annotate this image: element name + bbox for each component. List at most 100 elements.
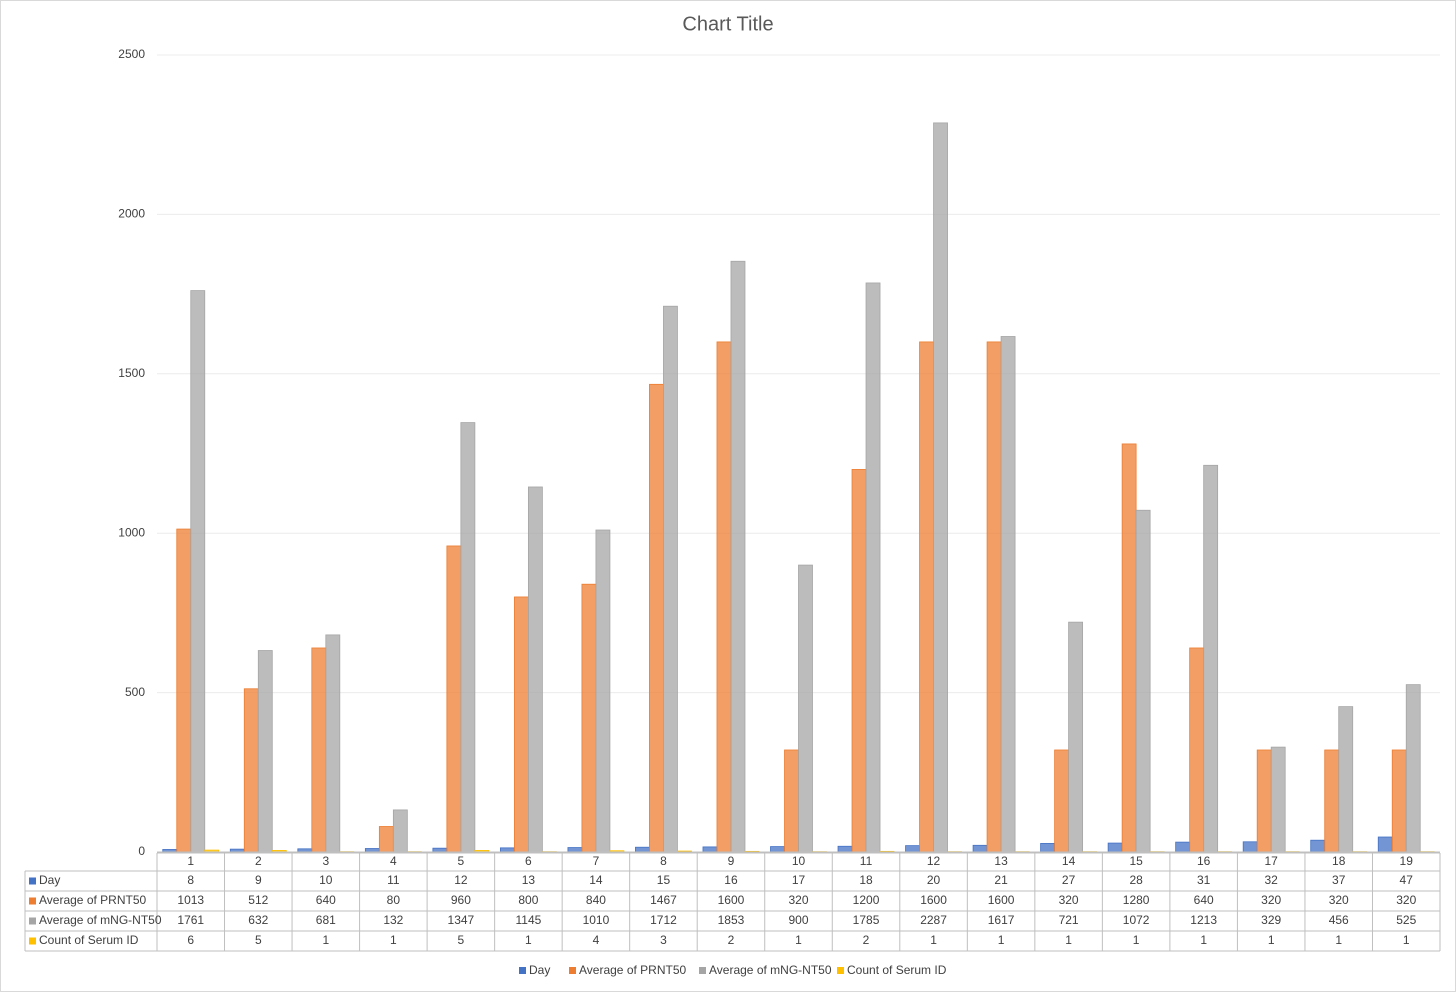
table-cell: 1: [795, 933, 802, 947]
table-key: [29, 877, 36, 885]
x-tick-label: 10: [792, 854, 806, 868]
table-key: [29, 937, 36, 945]
table-cell: 80: [387, 893, 401, 907]
table-cell: 800: [518, 893, 538, 907]
table-cell: 5: [458, 933, 465, 947]
table-cell: 1: [1268, 933, 1275, 947]
bar: [595, 529, 611, 853]
table-cell: 1600: [988, 893, 1015, 907]
table-row-label: Average of PRNT50: [39, 893, 146, 907]
bar: [1256, 749, 1272, 853]
y-tick-label: 0: [138, 844, 145, 858]
table-cell: 329: [1261, 913, 1281, 927]
x-tick-label: 19: [1400, 854, 1414, 868]
bar: [567, 847, 583, 853]
bar: [1203, 464, 1219, 853]
bar: [499, 847, 515, 853]
table-cell: 5: [255, 933, 262, 947]
bar: [1189, 647, 1205, 853]
table-row-label: Average of mNG-NT50: [39, 913, 162, 927]
chart-title: Chart Title: [682, 13, 773, 35]
legend-label: Day: [529, 963, 550, 977]
x-tick-label: 2: [255, 854, 262, 868]
table-cell: 512: [248, 893, 268, 907]
table-cell: 20: [927, 873, 941, 887]
bar: [527, 486, 543, 853]
table-row-label: Count of Serum ID: [39, 933, 139, 947]
table-cell: 1617: [988, 913, 1015, 927]
table-cell: 1: [998, 933, 1005, 947]
bar: [837, 845, 853, 853]
x-tick-label: 3: [322, 854, 329, 868]
table-cell: 10: [319, 873, 333, 887]
table-cell: 1010: [583, 913, 610, 927]
table-cell: 1: [322, 933, 329, 947]
x-tick-label: 12: [927, 854, 941, 868]
table-cell: 1600: [920, 893, 947, 907]
bar: [1121, 443, 1137, 853]
bar: [1068, 621, 1084, 853]
x-tick-label: 1: [187, 854, 194, 868]
table-row-label: Day: [39, 873, 60, 887]
table-cell: 900: [788, 913, 808, 927]
table-cell: 1467: [650, 893, 677, 907]
bar: [243, 688, 259, 853]
table-cell: 960: [451, 893, 471, 907]
x-tick-label: 15: [1129, 854, 1143, 868]
table-cell: 721: [1059, 913, 1079, 927]
bar: [1270, 746, 1286, 853]
x-tick-label: 6: [525, 854, 532, 868]
x-tick-label: 14: [1062, 854, 1076, 868]
table-cell: 1280: [1123, 893, 1150, 907]
x-tick-label: 8: [660, 854, 667, 868]
x-tick-label: 9: [728, 854, 735, 868]
table-cell: 632: [248, 913, 268, 927]
bar: [1054, 749, 1070, 853]
table-cell: 1072: [1123, 913, 1150, 927]
bar: [1040, 842, 1056, 853]
x-tick-label: 11: [860, 854, 873, 868]
bar: [392, 809, 408, 853]
bar: [446, 545, 462, 853]
table-cell: 320: [1059, 893, 1079, 907]
bar: [702, 846, 718, 853]
table-cell: 1145: [515, 913, 541, 927]
table-cell: 320: [1396, 893, 1416, 907]
table-cell: 320: [788, 893, 808, 907]
table-cell: 1: [930, 933, 937, 947]
table-cell: 21: [994, 873, 1008, 887]
bar: [1338, 706, 1354, 853]
table-cell: 4: [593, 933, 600, 947]
table-cell: 1: [1133, 933, 1140, 947]
legend-swatch: [837, 967, 844, 974]
x-tick-label: 17: [1265, 854, 1279, 868]
legend-label: Average of PRNT50: [579, 963, 686, 977]
table-cell: 28: [1129, 873, 1143, 887]
legend-label: Average of mNG-NT50: [709, 963, 832, 977]
table-cell: 8: [187, 873, 194, 887]
legend-swatch: [569, 967, 576, 974]
x-tick-label: 13: [994, 854, 1008, 868]
bar: [986, 341, 1002, 853]
bar: [1405, 684, 1421, 853]
table-cell: 1761: [177, 913, 204, 927]
bar: [730, 260, 746, 853]
table-cell: 14: [589, 873, 603, 887]
table-cell: 640: [316, 893, 336, 907]
bar: [1135, 509, 1151, 853]
x-tick-label: 18: [1332, 854, 1346, 868]
bar: [635, 846, 650, 853]
bar: [176, 528, 192, 853]
bar: [311, 647, 327, 853]
table-cell: 18: [859, 873, 873, 887]
bar: [257, 650, 273, 853]
bar: [770, 846, 785, 853]
bar: [513, 596, 529, 853]
table-cell: 6: [187, 933, 194, 947]
table-cell: 681: [316, 913, 336, 927]
bar: [190, 290, 206, 853]
table-cell: 16: [724, 873, 738, 887]
bar: [663, 305, 678, 853]
table-cell: 1: [1403, 933, 1410, 947]
table-cell: 1: [1335, 933, 1342, 947]
